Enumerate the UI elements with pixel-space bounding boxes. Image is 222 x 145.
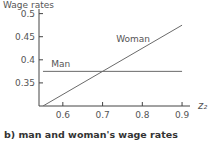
- chart-root: 0.6 0.7 0.8 0.9 0.35 0.4 0.45 0.5Wage rates z₂ Ma…: [0, 0, 222, 145]
- y-tick: [39, 36, 43, 37]
- plot-area: [43, 25, 182, 106]
- series-line: [43, 71, 182, 72]
- y-tick: [39, 13, 43, 14]
- x-tick-label: 0.7: [95, 110, 109, 120]
- x-tick: [142, 102, 143, 106]
- chart: 0.6 0.7 0.8 0.9 0.35 0.4 0.45 0.5Wage rates z₂ Ma…: [0, 0, 222, 145]
- series-label: Woman: [116, 34, 150, 44]
- series-label: Man: [51, 59, 70, 69]
- x-tick: [182, 102, 183, 106]
- series-line: [43, 25, 182, 106]
- x-tick-label: 0.9: [175, 110, 190, 120]
- x-axis: [39, 106, 190, 107]
- y-axis-label: Wage rates: [3, 0, 54, 10]
- x-axis-label: z₂: [197, 100, 207, 111]
- y-tick-label: 0.35: [15, 78, 35, 88]
- y-tick: [39, 82, 43, 83]
- y-tick-label: 0.45: [15, 32, 35, 42]
- x-tick-label: 0.6: [56, 110, 71, 120]
- y-axis: [39, 9, 40, 106]
- y-tick: [39, 59, 43, 60]
- x-tick: [62, 102, 63, 106]
- x-tick-label: 0.8: [135, 110, 150, 120]
- y-tick-label: 0.5: [21, 9, 35, 19]
- x-tick: [102, 102, 103, 106]
- chart-title: b) man and woman's wage rates: [4, 129, 178, 140]
- y-tick-label: 0.4: [21, 55, 36, 65]
